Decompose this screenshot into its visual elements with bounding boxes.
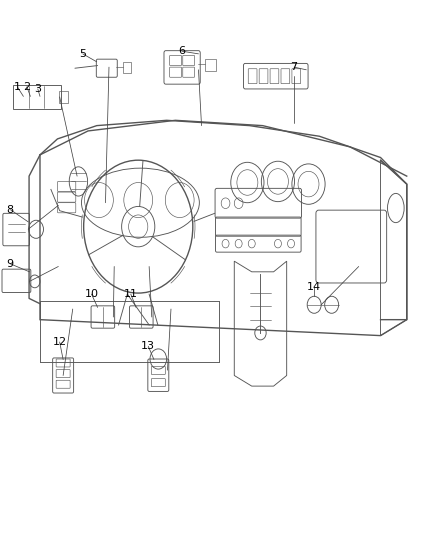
Text: 5: 5	[79, 49, 86, 59]
Text: 2: 2	[23, 82, 31, 92]
Text: 3: 3	[34, 84, 41, 94]
Text: 9: 9	[7, 259, 14, 269]
Text: 12: 12	[53, 337, 67, 347]
Text: 7: 7	[290, 62, 298, 72]
Text: 6: 6	[178, 46, 185, 56]
Text: 14: 14	[307, 282, 321, 292]
Text: 8: 8	[7, 205, 14, 215]
Text: 11: 11	[124, 289, 138, 299]
Text: 10: 10	[85, 289, 99, 299]
Text: 1: 1	[14, 82, 21, 92]
Text: 13: 13	[141, 341, 155, 351]
